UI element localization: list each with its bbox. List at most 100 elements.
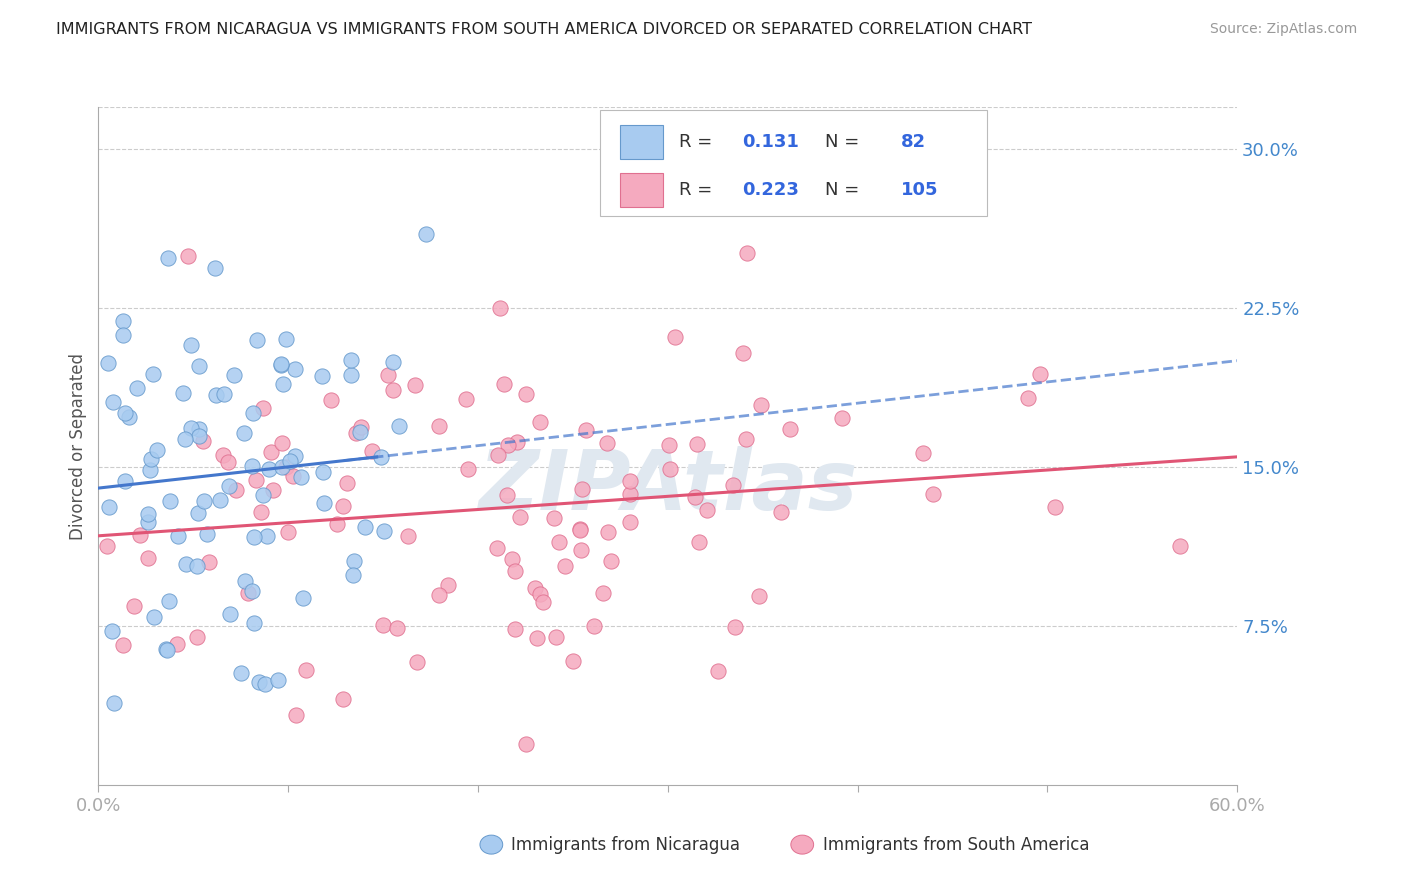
Point xyxy=(231,666,253,681)
Point xyxy=(543,511,565,525)
Point xyxy=(277,524,299,539)
Point xyxy=(103,696,125,710)
Text: R =: R = xyxy=(679,181,718,199)
Point xyxy=(96,539,118,553)
Point xyxy=(733,346,755,360)
Point xyxy=(494,376,516,391)
Point xyxy=(387,621,409,635)
Point xyxy=(274,460,297,475)
Point xyxy=(658,437,681,451)
Point xyxy=(343,554,366,568)
Point xyxy=(111,314,134,328)
Point xyxy=(256,529,278,543)
Point xyxy=(554,559,576,574)
Point xyxy=(546,630,568,644)
Point xyxy=(427,418,450,433)
FancyBboxPatch shape xyxy=(620,173,664,207)
Point xyxy=(454,392,477,406)
Ellipse shape xyxy=(790,835,814,855)
Point xyxy=(143,609,166,624)
Point xyxy=(529,415,551,429)
Point xyxy=(176,557,198,571)
Point xyxy=(349,425,371,439)
Point xyxy=(114,474,136,488)
Point xyxy=(212,387,235,401)
Point xyxy=(326,516,349,531)
Point xyxy=(97,500,120,514)
Point xyxy=(561,654,583,668)
Point xyxy=(749,398,772,412)
Point xyxy=(427,588,450,602)
Point xyxy=(267,673,290,687)
Point xyxy=(911,446,934,460)
Text: 0.131: 0.131 xyxy=(742,133,799,152)
Point xyxy=(240,459,263,474)
Point xyxy=(1029,368,1052,382)
Point xyxy=(193,434,215,449)
Point xyxy=(224,368,246,383)
Point xyxy=(242,406,264,420)
Point xyxy=(488,448,510,462)
Point xyxy=(707,664,730,678)
Point xyxy=(696,503,718,517)
Point xyxy=(340,353,363,368)
Point xyxy=(195,526,218,541)
Point xyxy=(415,227,437,242)
Point xyxy=(748,589,770,603)
Point xyxy=(831,410,853,425)
Point xyxy=(332,499,354,513)
Point xyxy=(319,392,342,407)
Point xyxy=(112,328,135,343)
Point xyxy=(339,368,361,382)
Point xyxy=(723,478,745,492)
Text: Source: ZipAtlas.com: Source: ZipAtlas.com xyxy=(1209,22,1357,37)
Point xyxy=(659,462,682,476)
Point xyxy=(273,377,295,392)
Point xyxy=(146,443,169,458)
Point xyxy=(377,368,399,382)
Point xyxy=(219,607,242,621)
Point xyxy=(921,487,943,501)
Point xyxy=(404,378,426,392)
Point xyxy=(139,452,162,467)
Point xyxy=(396,529,419,543)
Point xyxy=(619,474,641,488)
Point xyxy=(619,487,641,501)
Point xyxy=(531,595,554,609)
Point xyxy=(284,707,307,722)
Point xyxy=(314,496,336,510)
Point xyxy=(177,250,200,264)
Point xyxy=(381,383,404,397)
Point xyxy=(157,594,180,608)
Point xyxy=(770,505,793,519)
Point xyxy=(596,435,619,450)
Point xyxy=(138,515,160,529)
Point xyxy=(139,463,162,477)
Point xyxy=(779,422,801,436)
Point xyxy=(373,524,395,539)
Point xyxy=(295,664,318,678)
Point xyxy=(683,491,706,505)
Point xyxy=(592,586,614,600)
Point xyxy=(101,624,124,638)
Point xyxy=(335,476,357,491)
Point xyxy=(457,462,479,476)
Text: 0.223: 0.223 xyxy=(742,181,799,199)
Point xyxy=(688,534,710,549)
Point xyxy=(486,541,509,556)
Point xyxy=(1043,500,1066,514)
Point xyxy=(187,506,209,520)
Point xyxy=(496,438,519,452)
Point xyxy=(180,421,202,435)
Point xyxy=(167,529,190,543)
Point xyxy=(548,534,571,549)
Point xyxy=(311,369,333,384)
Point xyxy=(114,406,136,420)
Point xyxy=(262,483,284,498)
Point xyxy=(180,338,202,352)
Point xyxy=(197,555,219,569)
Text: 105: 105 xyxy=(901,181,939,199)
Point xyxy=(127,381,149,395)
Point xyxy=(290,470,312,484)
Point xyxy=(246,333,269,347)
